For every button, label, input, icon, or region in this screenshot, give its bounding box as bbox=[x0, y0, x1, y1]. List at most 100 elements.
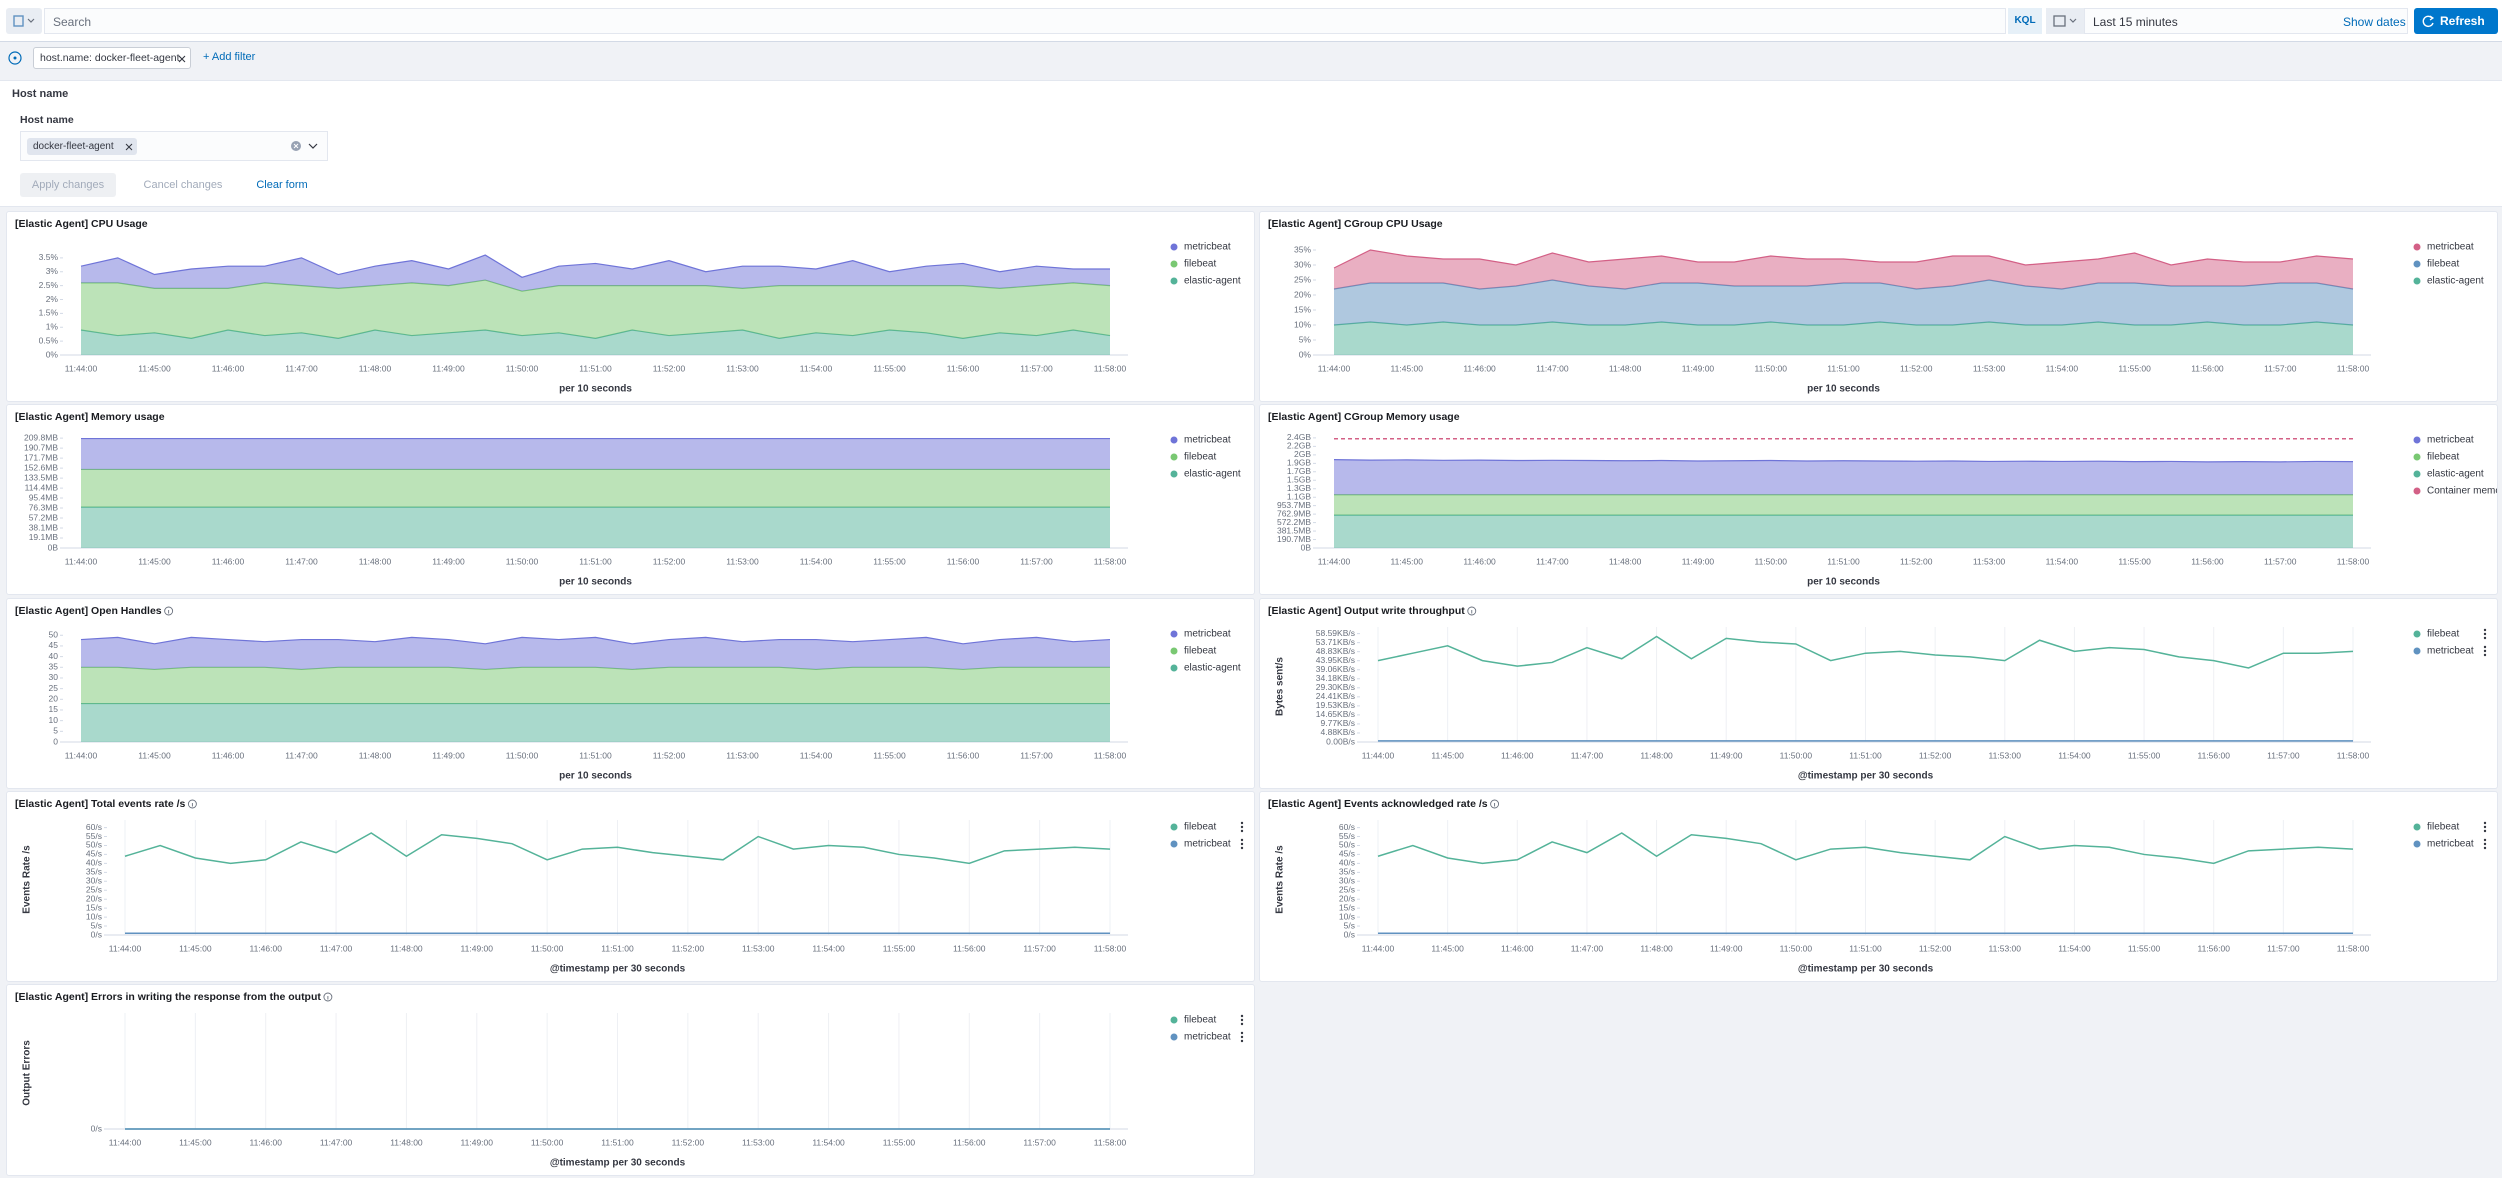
legend-swatch bbox=[2413, 260, 2421, 268]
y-tick-label: 152.6MB bbox=[24, 462, 58, 472]
x-tick-label: 11:52:00 bbox=[653, 556, 686, 566]
refresh-icon bbox=[2422, 15, 2435, 28]
info-icon bbox=[187, 799, 197, 809]
x-tick-label: 11:47:00 bbox=[320, 1137, 353, 1147]
x-tick-label: 11:52:00 bbox=[1919, 943, 1952, 953]
x-tick-label: 11:57:00 bbox=[1020, 556, 1053, 566]
search-input[interactable]: Search bbox=[44, 8, 2006, 34]
y-tick-label: 39.06KB/s bbox=[1316, 664, 1355, 674]
area-line bbox=[1333, 249, 2354, 269]
x-tick-label: 11:46:00 bbox=[1463, 363, 1496, 373]
x-tick-label: 11:49:00 bbox=[461, 1137, 494, 1147]
series-line bbox=[1377, 635, 2354, 669]
legend-menu-dot bbox=[1240, 1018, 1244, 1022]
panel-title: [Elastic Agent] Memory usage bbox=[15, 411, 165, 423]
filter-label: host.name: docker-fleet-agent bbox=[40, 52, 180, 64]
query-language-button[interactable]: KQL bbox=[2008, 8, 2042, 34]
legend-menu-dot bbox=[2483, 821, 2487, 825]
y-tick-label: 20% bbox=[1294, 289, 1311, 299]
x-tick-label: 11:57:00 bbox=[2267, 750, 2300, 760]
y-tick-label: 20/s bbox=[1339, 893, 1355, 903]
x-tick-label: 11:52:00 bbox=[672, 1137, 705, 1147]
area-line bbox=[81, 666, 1110, 671]
x-tick-label: 11:49:00 bbox=[432, 363, 465, 373]
filter-options-icon[interactable] bbox=[6, 49, 24, 67]
legend-swatch bbox=[1170, 436, 1178, 444]
remove-value-icon[interactable] bbox=[125, 143, 133, 151]
area-line bbox=[80, 254, 1110, 278]
host-combobox[interactable]: docker-fleet-agent bbox=[20, 131, 328, 161]
date-quick-menu[interactable] bbox=[2046, 8, 2084, 34]
y-tick-label: 0% bbox=[46, 349, 59, 359]
x-tick-label: 11:44:00 bbox=[109, 1137, 142, 1147]
legend-label: filebeat bbox=[2427, 629, 2459, 640]
y-tick-label: 10 bbox=[49, 715, 59, 725]
x-tick-label: 11:58:00 bbox=[2337, 363, 2370, 373]
legend-swatch bbox=[2413, 647, 2421, 655]
y-tick-label: 76.3MB bbox=[29, 502, 59, 512]
x-tick-label: 11:48:00 bbox=[359, 750, 392, 760]
y-tick-label: 95.4MB bbox=[29, 492, 59, 502]
remove-filter-icon[interactable] bbox=[177, 54, 187, 64]
clear-button[interactable]: Clear form bbox=[256, 179, 308, 191]
legend-menu-dot bbox=[2483, 653, 2487, 657]
x-tick-label: 11:47:00 bbox=[320, 943, 353, 953]
y-tick-label: 4.88KB/s bbox=[1321, 727, 1356, 737]
info-icon bbox=[164, 606, 174, 616]
legend-menu-dot bbox=[2483, 636, 2487, 640]
saved-query-button[interactable] bbox=[6, 8, 42, 34]
panel-title: [Elastic Agent] Errors in writing the re… bbox=[15, 991, 321, 1003]
cancel-button[interactable]: Cancel changes bbox=[143, 179, 223, 191]
selected-value: docker-fleet-agent bbox=[33, 141, 114, 152]
legend-menu-dot bbox=[1240, 1031, 1244, 1035]
y-tick-label: 209.8MB bbox=[24, 432, 58, 442]
x-tick-label: 11:48:00 bbox=[359, 363, 392, 373]
filter-bar: host.name: docker-fleet-agent + Add filt… bbox=[0, 43, 2502, 73]
x-tick-label: 11:48:00 bbox=[1640, 943, 1673, 953]
legend-swatch bbox=[1170, 630, 1178, 638]
x-tick-label: 11:49:00 bbox=[1682, 556, 1715, 566]
y-tick-label: 1% bbox=[46, 322, 59, 332]
x-tick-label: 11:44:00 bbox=[1318, 556, 1351, 566]
legend-menu-dot bbox=[1240, 1035, 1244, 1039]
x-tick-label: 11:44:00 bbox=[65, 363, 98, 373]
x-tick-label: 11:54:00 bbox=[2046, 363, 2079, 373]
show-dates-link[interactable]: Show dates bbox=[2343, 15, 2406, 29]
x-tick-label: 11:55:00 bbox=[873, 363, 906, 373]
date-range[interactable]: Last 15 minutes Show dates bbox=[2084, 8, 2408, 34]
x-axis-title: per 10 seconds bbox=[559, 577, 632, 588]
x-tick-label: 11:54:00 bbox=[2058, 750, 2091, 760]
add-filter-link[interactable]: + Add filter bbox=[203, 51, 256, 63]
y-tick-label: 9.77KB/s bbox=[1321, 718, 1356, 728]
refresh-button[interactable]: Refresh bbox=[2414, 8, 2498, 34]
x-tick-label: 11:55:00 bbox=[2128, 943, 2161, 953]
y-tick-label: 5 bbox=[53, 726, 58, 736]
legend-label: Container memory limit bbox=[2427, 486, 2498, 497]
controls-panel: Host name Host name docker-fleet-agent A… bbox=[0, 80, 2502, 207]
x-tick-label: 11:53:00 bbox=[742, 943, 775, 953]
y-tick-label: 2% bbox=[46, 294, 59, 304]
y-tick-label: 34.18KB/s bbox=[1316, 673, 1355, 683]
x-tick-label: 11:46:00 bbox=[212, 556, 245, 566]
x-tick-label: 11:51:00 bbox=[1849, 943, 1882, 953]
combobox-icons[interactable] bbox=[285, 132, 325, 160]
x-axis-title: per 10 seconds bbox=[559, 771, 632, 782]
y-tick-label: 953.7MB bbox=[1277, 500, 1311, 510]
x-tick-label: 11:48:00 bbox=[1609, 556, 1642, 566]
y-tick-label: 0.00B/s bbox=[1326, 736, 1355, 746]
y-tick-label: 0.5% bbox=[39, 335, 59, 345]
legend-menu-dot bbox=[2483, 838, 2487, 842]
x-tick-label: 11:54:00 bbox=[2058, 943, 2091, 953]
x-tick-label: 11:53:00 bbox=[726, 363, 759, 373]
y-tick-label: 1.5GB bbox=[1287, 475, 1311, 485]
x-tick-label: 11:45:00 bbox=[138, 556, 171, 566]
legend-label: filebeat bbox=[1184, 259, 1216, 270]
filter-pill[interactable]: host.name: docker-fleet-agent bbox=[33, 47, 191, 69]
legend-menu-dot bbox=[2483, 829, 2487, 833]
x-tick-label: 11:46:00 bbox=[1463, 556, 1496, 566]
x-tick-label: 11:56:00 bbox=[947, 750, 980, 760]
apply-button[interactable]: Apply changes bbox=[20, 173, 116, 197]
x-tick-label: 11:55:00 bbox=[2118, 556, 2151, 566]
legend-menu-dot bbox=[1240, 846, 1244, 850]
